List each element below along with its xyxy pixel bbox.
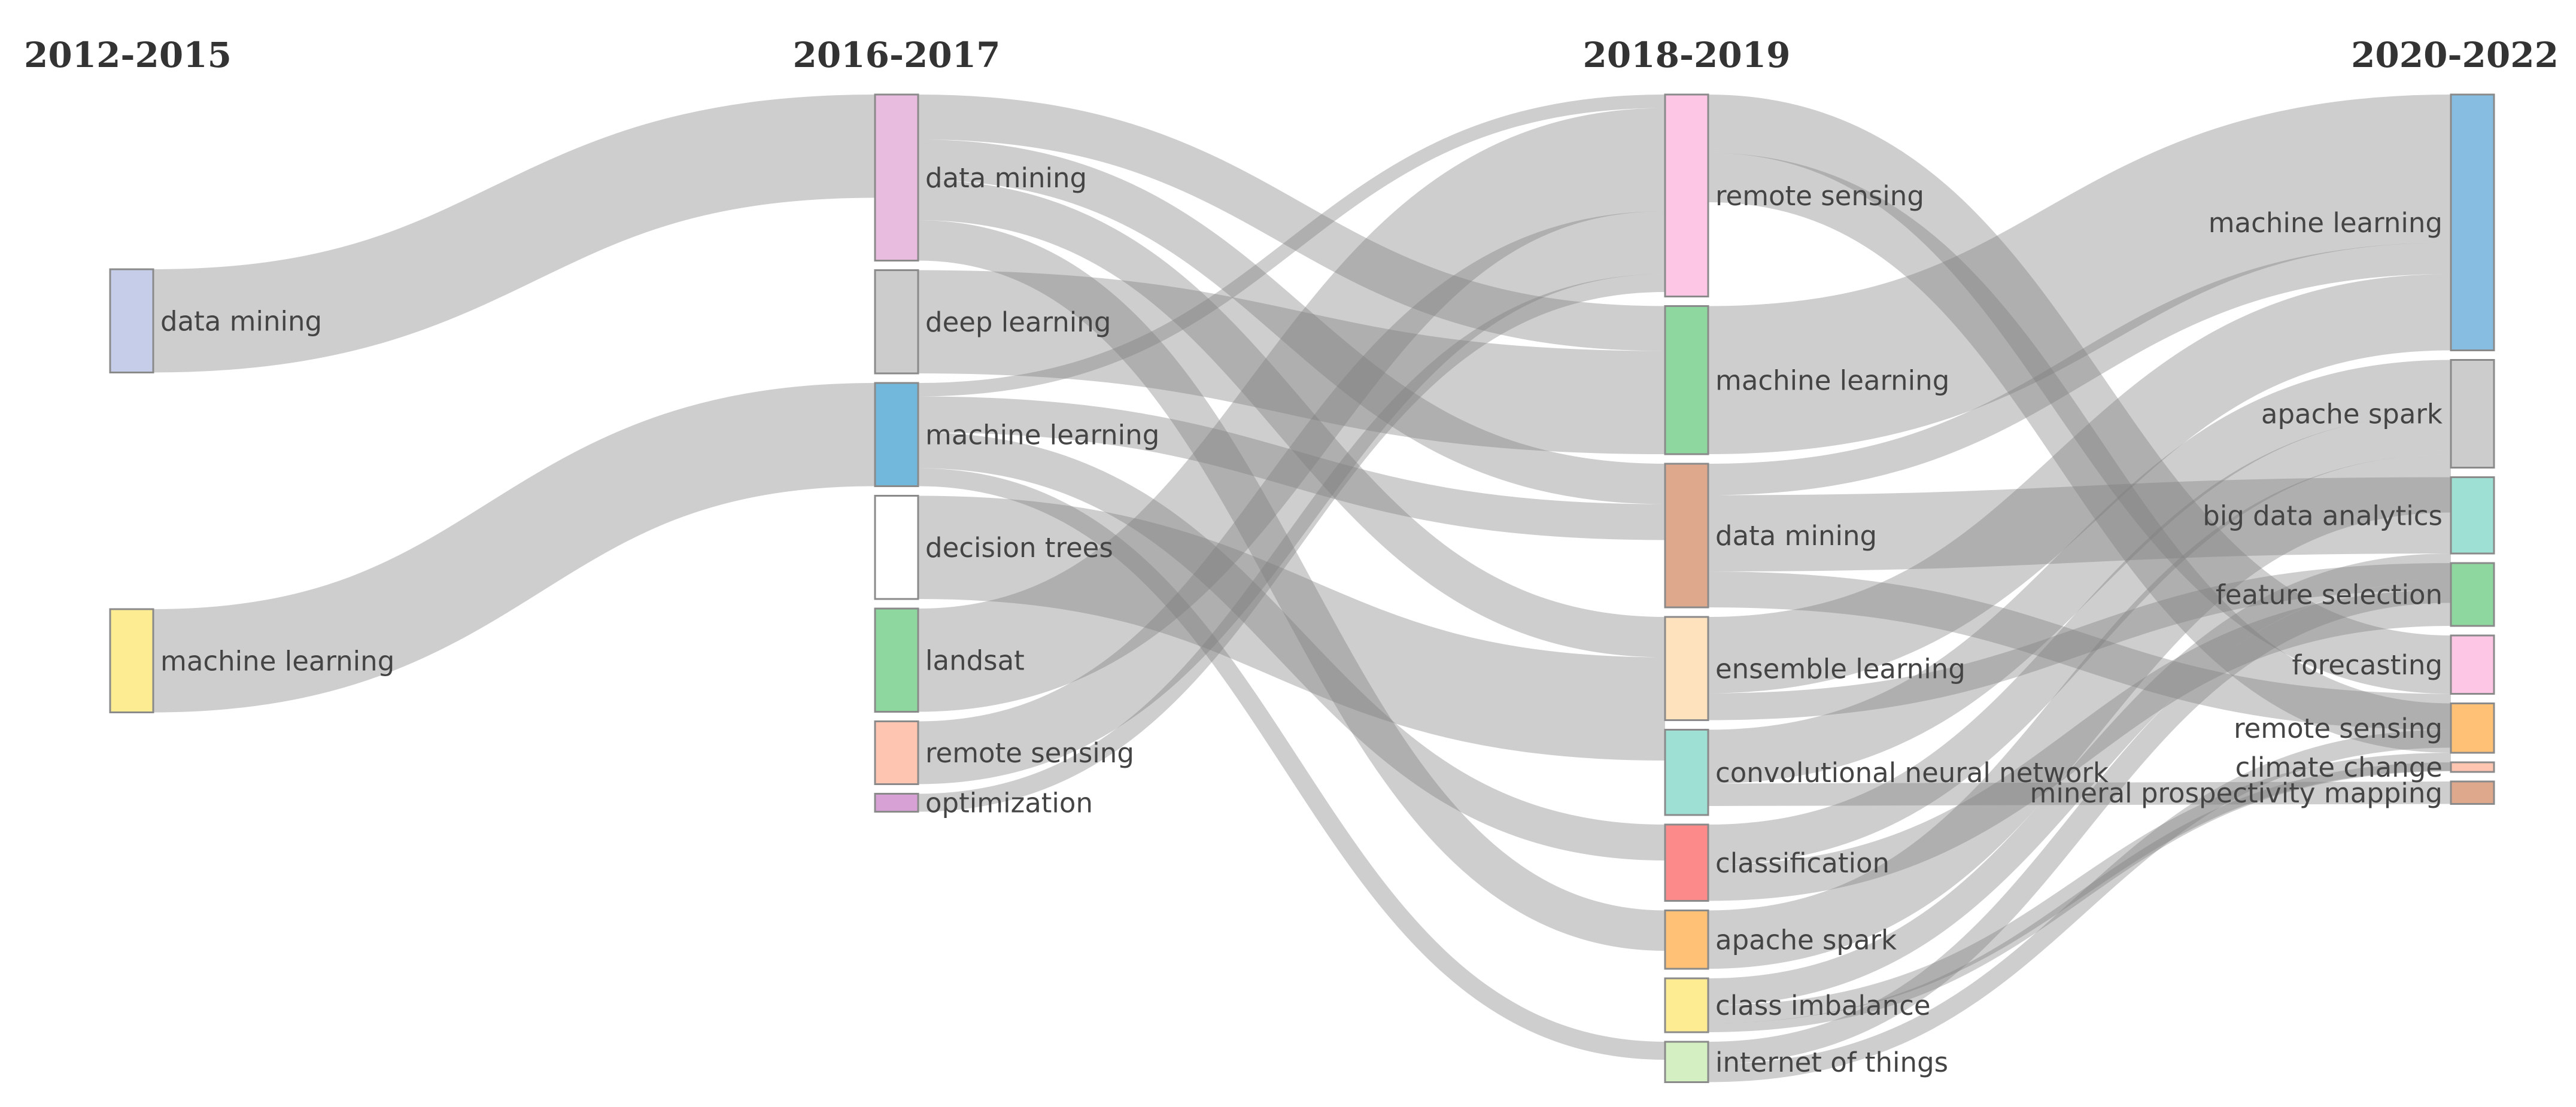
node-label-2-machine-learning: machine learning	[1715, 364, 1949, 396]
node-label-2-ensemble-learning: ensemble learning	[1715, 653, 1966, 685]
node-3-apache-spark	[2450, 359, 2495, 469]
link-b-dm-to-c-ml	[918, 95, 1666, 351]
node-label-2-data-mining: data mining	[1715, 520, 1877, 552]
node-label-1-deep-learning: deep learning	[925, 306, 1111, 338]
node-2-machine-learning	[1664, 305, 1709, 455]
labels-layer: data mining machine learning data mining de…	[160, 162, 2443, 1078]
link-c-el-to-d-fs	[1708, 563, 2452, 720]
column-title-2018-2019: 2018-2019	[1583, 35, 1791, 75]
node-3-climate-change	[2450, 761, 2495, 773]
link-b-dm-to-c-el	[918, 180, 1666, 658]
node-3-feature-selection	[2450, 562, 2495, 627]
node-3-remote-sensing	[2450, 702, 2495, 754]
node-2-ensemble-learning	[1664, 616, 1709, 721]
node-1-machine-learning	[874, 382, 919, 487]
link-c-iot-to-d-bda	[1708, 580, 2452, 1065]
node-2-convolutional-neural-network	[1664, 729, 1709, 816]
link-c-ci-to-d-cc	[1708, 762, 2452, 1032]
node-label-3-machine-learning: machine learning	[2209, 207, 2443, 239]
node-label-3-forecasting: forecasting	[2292, 649, 2443, 681]
node-label-3-apache-spark: apache spark	[2261, 399, 2443, 430]
node-2-data-mining	[1664, 463, 1709, 609]
node-label-3-big-data-analytics: big data analytics	[2203, 500, 2443, 531]
node-label-0-machine-learning: machine learning	[160, 645, 394, 677]
node-label-2-apache-spark: apache spark	[1715, 924, 1897, 956]
link-a-dm-to-b-dm	[153, 95, 876, 373]
link-b-dl-to-c-ml	[918, 270, 1666, 454]
link-c-rs-to-d-rs	[1708, 153, 2452, 753]
node-1-decision-trees	[874, 495, 919, 600]
node-label-3-climate-change: climate change	[2235, 752, 2443, 783]
column-title-2020-2022: 2020-2022	[2351, 35, 2559, 75]
node-2-remote-sensing	[1664, 93, 1709, 297]
column-title-2012-2015: 2012-2015	[24, 35, 232, 75]
node-label-0-data-mining: data mining	[160, 305, 322, 337]
node-label-3-feature-selection: feature selection	[2216, 579, 2443, 611]
link-a-ml-to-b-ml	[153, 383, 876, 713]
link-c-dm-to-d-ml	[1708, 242, 2452, 495]
link-c-iot-to-d-fc	[1708, 729, 2452, 1082]
link-b-op-to-c-rs	[918, 274, 1666, 812]
node-label-1-machine-learning: machine learning	[925, 419, 1159, 451]
node-1-remote-sensing	[874, 720, 919, 785]
link-c-cnn-to-d-mpm	[1708, 781, 2452, 806]
node-label-1-optimization: optimization	[925, 787, 1093, 819]
node-1-landsat	[874, 607, 919, 713]
node-1-data-mining	[874, 93, 919, 261]
link-b-ml-to-c-dm	[918, 396, 1666, 540]
node-1-optimization	[874, 793, 919, 813]
node-label-2-classification: classification	[1715, 847, 1890, 879]
node-3-machine-learning	[2450, 93, 2495, 351]
link-c-dm-to-d-fc	[1708, 571, 2452, 730]
node-label-2-class-imbalance: class imbalance	[1715, 990, 1931, 1021]
column-title-2016-2017: 2016-2017	[793, 35, 1001, 75]
link-b-ls-to-c-rs	[918, 108, 1666, 712]
node-2-classification	[1664, 823, 1709, 902]
node-3-big-data-analytics	[2450, 476, 2495, 555]
node-label-3-remote-sensing: remote sensing	[2234, 713, 2443, 744]
node-label-1-decision-trees: decision trees	[925, 532, 1113, 564]
node-0-data-mining	[109, 268, 154, 373]
link-c-el-to-d-ml	[1708, 274, 2452, 694]
link-c-ml-to-d-ml	[1708, 95, 2452, 454]
node-label-1-data-mining: data mining	[925, 162, 1087, 194]
node-0-machine-learning	[109, 608, 154, 713]
column-titles: 2012-2015 2016-2017 2018-2019 2020-2022	[24, 35, 2559, 75]
nodes-layer	[109, 93, 2495, 1083]
link-c-cl-to-d-fs	[1708, 590, 2452, 901]
node-label-1-remote-sensing: remote sensing	[925, 737, 1134, 769]
link-c-ci-to-d-rs	[1708, 753, 2452, 1023]
node-2-internet-of-things	[1664, 1041, 1709, 1083]
link-b-ml-to-c-rs	[918, 95, 1666, 397]
link-c-ci-to-d-bda	[1708, 554, 2452, 1005]
links-layer	[153, 95, 2452, 1082]
link-c-dm-to-d-bda	[1708, 477, 2452, 571]
node-label-3-mineral-prospectivity-mapping: mineral prospectivity mapping	[2030, 777, 2443, 809]
node-label-1-landsat: landsat	[925, 644, 1025, 676]
link-b-ml-to-c-iot	[918, 468, 1666, 1060]
node-3-forecasting	[2450, 634, 2495, 695]
node-3-mineral-prospectivity-mapping	[2450, 780, 2495, 805]
node-label-2-internet-of-things: internet of things	[1715, 1047, 1948, 1078]
link-c-cl-to-d-as	[1708, 413, 2452, 865]
link-b-dt-to-c-el	[918, 495, 1666, 761]
node-1-deep-learning	[874, 269, 919, 375]
link-b-rs-to-c-rs	[918, 211, 1666, 784]
link-b-ml-to-c-cl	[918, 432, 1666, 860]
link-b-dm-to-c-as	[918, 220, 1666, 951]
link-b-dm-to-c-dm	[918, 139, 1666, 504]
node-2-class-imbalance	[1664, 977, 1709, 1033]
link-c-as-to-d-as	[1708, 454, 2452, 969]
node-2-apache-spark	[1664, 910, 1709, 970]
link-c-rs-to-d-fc	[1708, 95, 2452, 694]
link-c-cnn-to-d-as	[1708, 360, 2452, 784]
node-label-2-convolutional-neural-network: convolutional neural network	[1715, 757, 2109, 789]
node-label-2-remote-sensing: remote sensing	[1715, 180, 1924, 212]
